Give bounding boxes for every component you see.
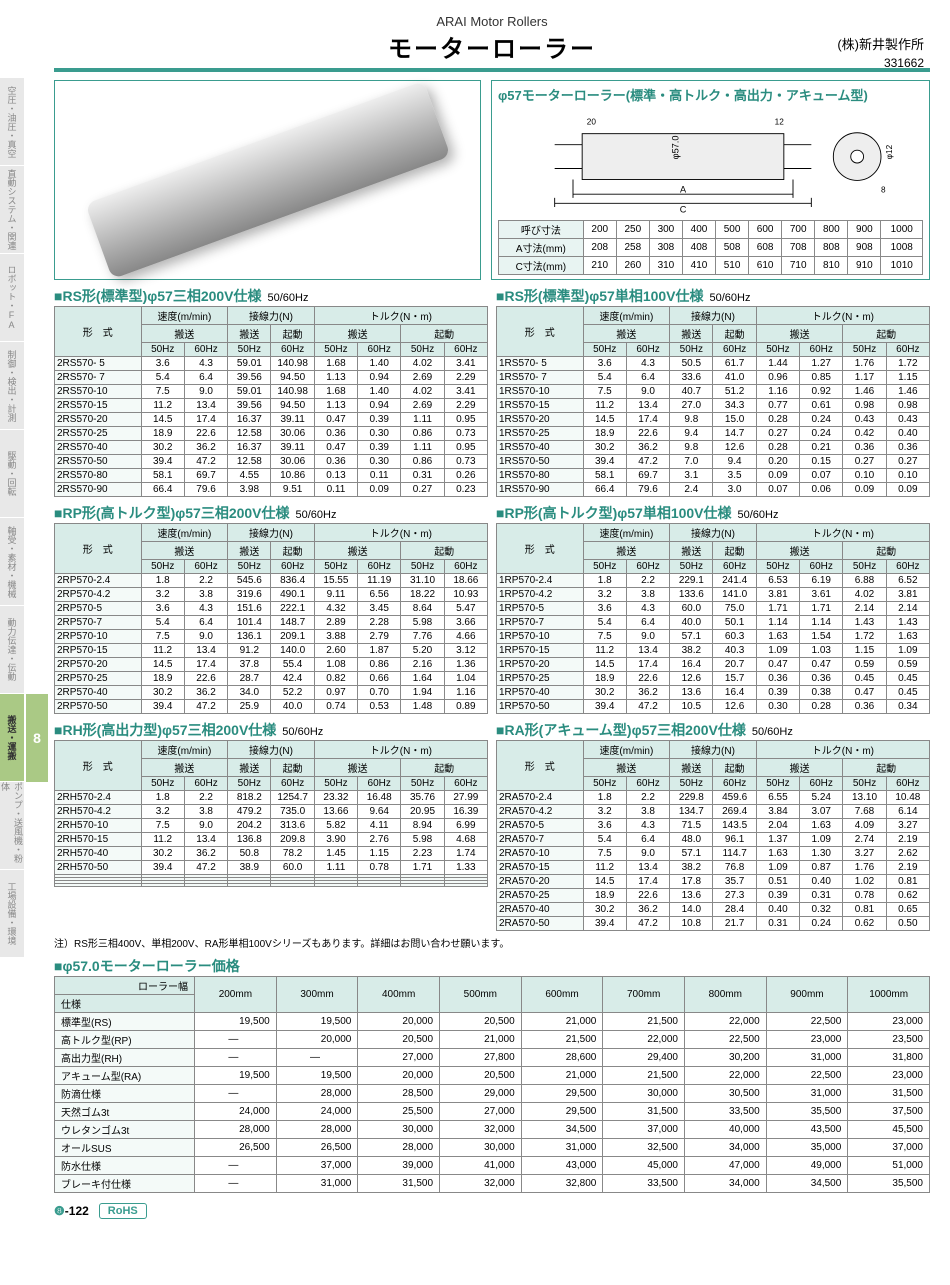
svg-text:φ12: φ12: [885, 144, 894, 159]
spec-heading: ■RS形(標準型)φ57単相100V仕様50/60Hz: [496, 286, 930, 306]
dimension-diagram: A C 20 12 φ57.0 φ12 8: [498, 108, 923, 218]
spec-heading: ■RA形(アキューム型)φ57三相200V仕様50/60Hz: [496, 720, 930, 740]
spec-table: 形 式速度(m/min)接線力(N)トルク(N・m)搬送搬送起動搬送起動50Hz…: [496, 306, 930, 497]
spec-table: 形 式速度(m/min)接線力(N)トルク(N・m)搬送搬送起動搬送起動50Hz…: [54, 306, 488, 497]
head-en: ARAI Motor Rollers: [54, 14, 930, 29]
head-jp: モーターローラー: [54, 29, 930, 64]
spec-heading: ■RS形(標準型)φ57三相200V仕様50/60Hz: [54, 286, 488, 306]
dimension-title: φ57モーターローラー(標準・高トルク・高出力・アキューム型): [498, 85, 868, 104]
sidebar-item: 軸受・素材・機械: [0, 518, 24, 606]
svg-text:12: 12: [775, 118, 785, 127]
dimension-table: 呼び寸法2002503004005006007008009001000A寸法(m…: [498, 220, 923, 275]
product-photo-box: [54, 80, 481, 280]
spec-table: 形 式速度(m/min)接線力(N)トルク(N・m)搬送搬送起動搬送起動50Hz…: [496, 740, 930, 931]
svg-text:20: 20: [587, 118, 597, 127]
header-bar: [54, 68, 930, 72]
dimension-box: φ57モーターローラー(標準・高トルク・高出力・アキューム型) A C 20 1…: [491, 80, 930, 280]
spec-heading: ■RP形(高トルク型)φ57三相200V仕様50/60Hz: [54, 503, 488, 523]
svg-text:8: 8: [881, 185, 886, 194]
price-table: ローラー幅200mm300mm400mm500mm600mm700mm800mm…: [54, 976, 930, 1193]
svg-text:φ57.0: φ57.0: [670, 136, 680, 160]
svg-text:A: A: [680, 184, 687, 194]
sidebar-item: 搬送・運搬: [0, 694, 24, 782]
spec-table: 形 式速度(m/min)接線力(N)トルク(N・m)搬送搬送起動搬送起動50Hz…: [496, 523, 930, 714]
sidebar-item: 工場設備・環境: [0, 870, 24, 958]
spec-heading: ■RH形(高出力型)φ57三相200V仕様50/60Hz: [54, 720, 488, 740]
page-number: ❽-122: [54, 1204, 89, 1218]
sidebar-item: 駆動・回転: [0, 430, 24, 518]
sidebar-number: 8: [26, 694, 48, 782]
spec-table: 形 式速度(m/min)接線力(N)トルク(N・m)搬送搬送起動搬送起動50Hz…: [54, 523, 488, 714]
spec-heading: ■RP形(高トルク型)φ57単相100V仕様50/60Hz: [496, 503, 930, 523]
spec-table: 形 式速度(m/min)接線力(N)トルク(N・m)搬送搬送起動搬送起動50Hz…: [54, 740, 488, 887]
sidebar-item: 直動システム・関連: [0, 166, 24, 254]
svg-text:C: C: [680, 205, 687, 215]
head-company: (株)新井製作所: [837, 34, 924, 53]
sidebar-item: ポンプ・送風機・粉体: [0, 782, 24, 870]
sidebar-item: 動力伝達・伝動: [0, 606, 24, 694]
head-code: 331662: [884, 56, 924, 70]
rohs-badge: RoHS: [99, 1203, 147, 1219]
sidebar-item: ロボット・FA: [0, 254, 24, 342]
spec-note: 注）RS形三相400V、単相200V、RA形単相100Vシリーズもあります。詳細…: [54, 935, 930, 950]
roller-illustration: [85, 81, 451, 279]
sidebar-item: 空圧・油圧・真空: [0, 78, 24, 166]
sidebar-item: 制御・検出・計測: [0, 342, 24, 430]
price-heading: ■φ57.0モーターローラー価格: [54, 956, 930, 976]
